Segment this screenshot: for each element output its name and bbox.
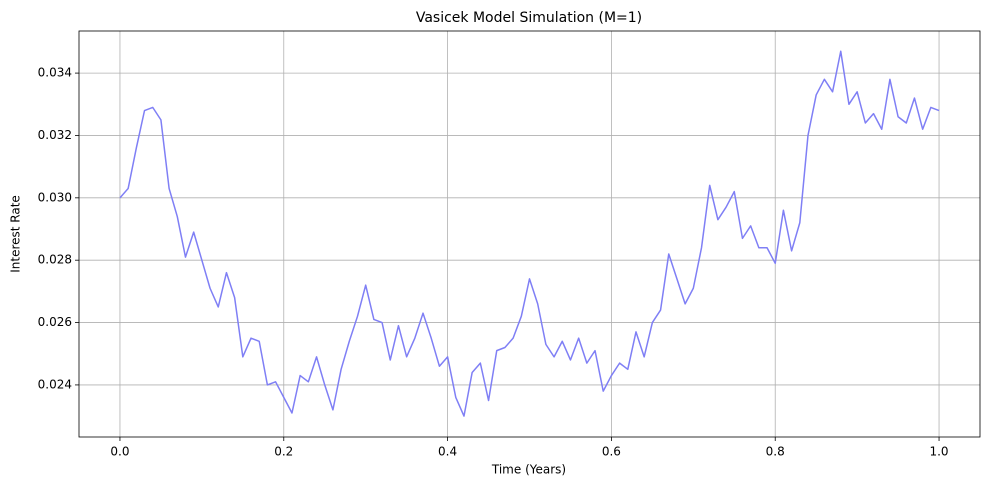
y-tick-label: 0.024 bbox=[38, 377, 72, 391]
y-tick-label: 0.032 bbox=[38, 128, 72, 142]
plot-frame bbox=[78, 30, 981, 438]
y-axis-label: Interest Rate bbox=[9, 195, 23, 273]
y-tick-label: 0.030 bbox=[38, 190, 72, 204]
x-tick-label: 0.2 bbox=[274, 445, 293, 459]
x-axis-label: Time (Years) bbox=[491, 463, 566, 477]
x-tick-label: 1.0 bbox=[929, 445, 948, 459]
y-tick-label: 0.034 bbox=[38, 66, 72, 80]
y-tick-label: 0.026 bbox=[38, 315, 72, 329]
x-tick-label: 0.0 bbox=[110, 445, 129, 459]
x-tick-label: 0.4 bbox=[438, 445, 457, 459]
y-tick-label: 0.028 bbox=[38, 253, 72, 267]
chart-title: Vasicek Model Simulation (M=1) bbox=[416, 10, 642, 26]
x-tick-label: 0.8 bbox=[766, 445, 785, 459]
x-tick-label: 0.6 bbox=[602, 445, 621, 459]
line-series bbox=[119, 50, 940, 417]
